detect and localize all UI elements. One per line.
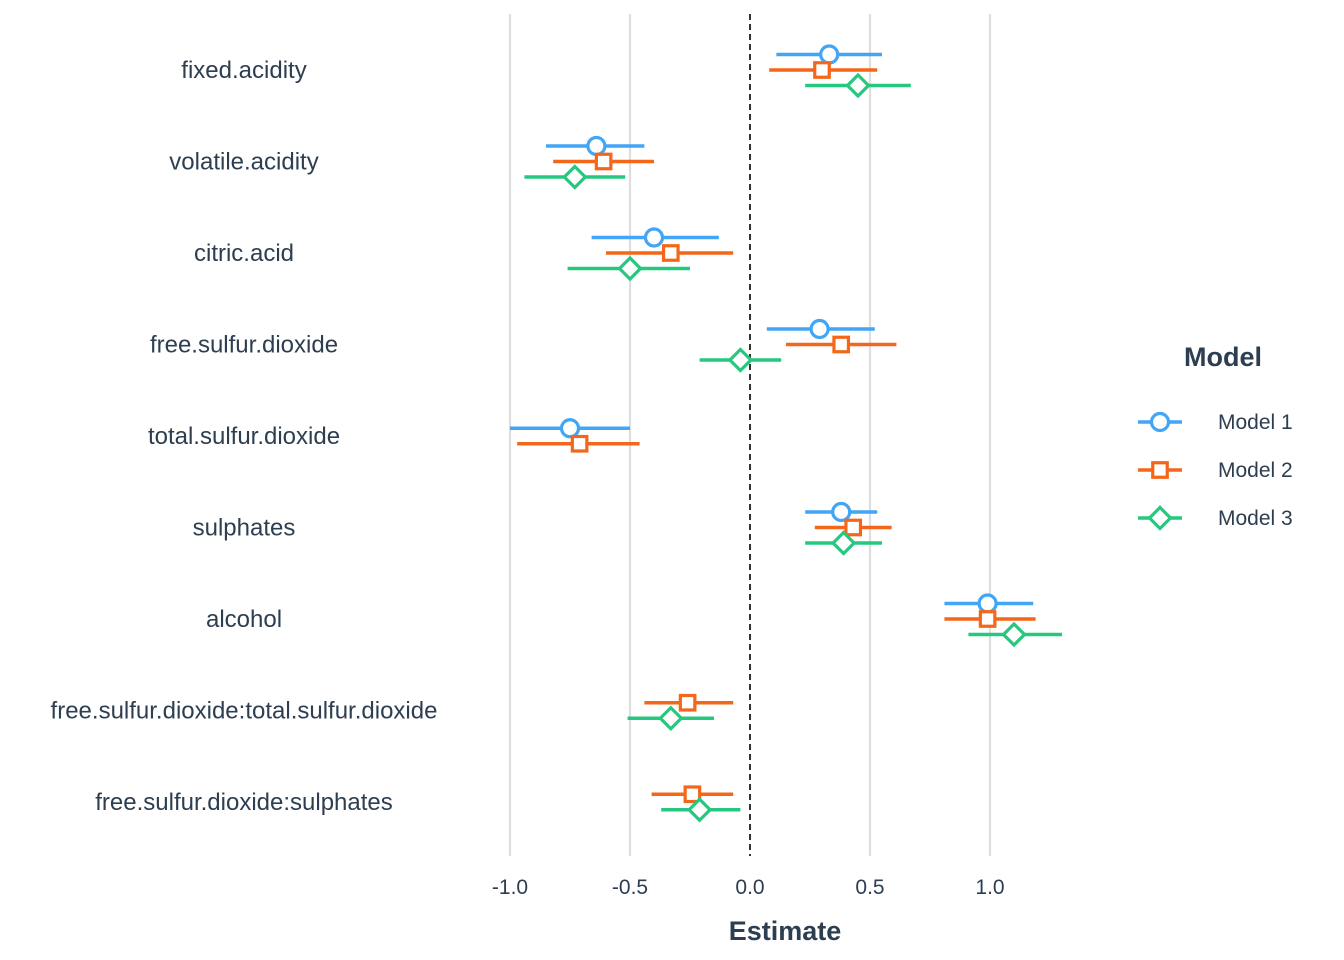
series-model-2 bbox=[517, 61, 1036, 804]
point-model-1-citric-acid bbox=[643, 227, 665, 248]
x-tick-label: -0.5 bbox=[612, 876, 648, 899]
series-model-3 bbox=[524, 72, 1062, 823]
point-model-3-free-sulfur-dioxide bbox=[727, 347, 754, 373]
point-model-2-fixed-acidity bbox=[813, 61, 831, 79]
point-model-3-volatile-acidity bbox=[562, 164, 588, 190]
term-label: fixed.acidity bbox=[181, 57, 306, 84]
legend-label: Model 2 bbox=[1218, 459, 1293, 482]
point-model-2-free-sulfur-dioxide-sulphates bbox=[683, 785, 702, 804]
point-model-1-free-sulfur-dioxide bbox=[809, 318, 830, 340]
x-axis-tick-labels: -1.0 -0.5 0.0 0.5 1.0 bbox=[492, 876, 1005, 899]
series-marks bbox=[510, 44, 1062, 823]
vertical-gridlines bbox=[508, 14, 992, 856]
point-model-1-fixed-acidity bbox=[819, 44, 840, 65]
term-label: total.sulfur.dioxide bbox=[148, 423, 340, 450]
legend: Model Model 1 Model 2 Model 3 bbox=[1138, 342, 1293, 531]
point-model-2-total-sulfur-dioxide bbox=[570, 434, 589, 453]
point-model-2-sulphates bbox=[844, 518, 863, 537]
point-model-2-volatile-acidity bbox=[594, 152, 613, 171]
point-model-3-free-sulfur-dioxide-sulphates bbox=[686, 796, 713, 823]
legend-key-square-icon bbox=[1151, 461, 1169, 479]
legend-label: Model 1 bbox=[1218, 411, 1293, 434]
legend-title: Model bbox=[1184, 342, 1262, 372]
x-tick-label: 1.0 bbox=[975, 876, 1004, 899]
x-tick-label: -1.0 bbox=[492, 876, 528, 899]
legend-key-diamond-icon bbox=[1147, 505, 1173, 531]
x-tick-label: 0.0 bbox=[735, 876, 764, 899]
term-label: free.sulfur.dioxide:sulphates bbox=[95, 789, 393, 816]
point-model-3-free-sulfur-dioxide-total-sulfur-dioxide bbox=[658, 705, 684, 732]
x-axis-title: Estimate bbox=[729, 916, 842, 946]
term-label: alcohol bbox=[206, 606, 282, 633]
point-model-2-free-sulfur-dioxide bbox=[832, 335, 851, 354]
point-model-2-alcohol bbox=[978, 610, 997, 628]
series-model-1 bbox=[510, 44, 1034, 614]
legend-item-model-3: Model 3 bbox=[1138, 505, 1293, 531]
term-label: volatile.acidity bbox=[169, 149, 318, 176]
legend-item-model-1: Model 1 bbox=[1138, 411, 1293, 434]
legend-item-model-2: Model 2 bbox=[1138, 459, 1293, 482]
point-model-2-free-sulfur-dioxide-total-sulfur-dioxide bbox=[678, 693, 697, 712]
term-label: sulphates bbox=[193, 515, 296, 542]
term-label: free.sulfur.dioxide:total.sulfur.dioxide bbox=[51, 698, 438, 725]
point-model-1-total-sulfur-dioxide bbox=[559, 418, 581, 439]
term-labels: fixed.acidity volatile.acidity citric.acid… bbox=[51, 57, 438, 816]
term-label: citric.acid bbox=[194, 240, 294, 267]
point-model-3-citric-acid bbox=[617, 255, 643, 282]
legend-key-circle-icon bbox=[1149, 411, 1171, 433]
point-model-2-citric-acid bbox=[661, 244, 680, 262]
point-model-3-alcohol bbox=[1001, 621, 1027, 648]
x-tick-label: 0.5 bbox=[855, 876, 884, 899]
point-model-1-alcohol bbox=[977, 593, 998, 614]
point-model-1-volatile-acidity bbox=[586, 135, 607, 157]
point-model-3-sulphates bbox=[830, 530, 857, 556]
term-label: free.sulfur.dioxide bbox=[150, 332, 338, 359]
legend-label: Model 3 bbox=[1218, 507, 1293, 530]
point-model-3-fixed-acidity bbox=[845, 72, 871, 99]
point-model-1-sulphates bbox=[831, 501, 852, 523]
